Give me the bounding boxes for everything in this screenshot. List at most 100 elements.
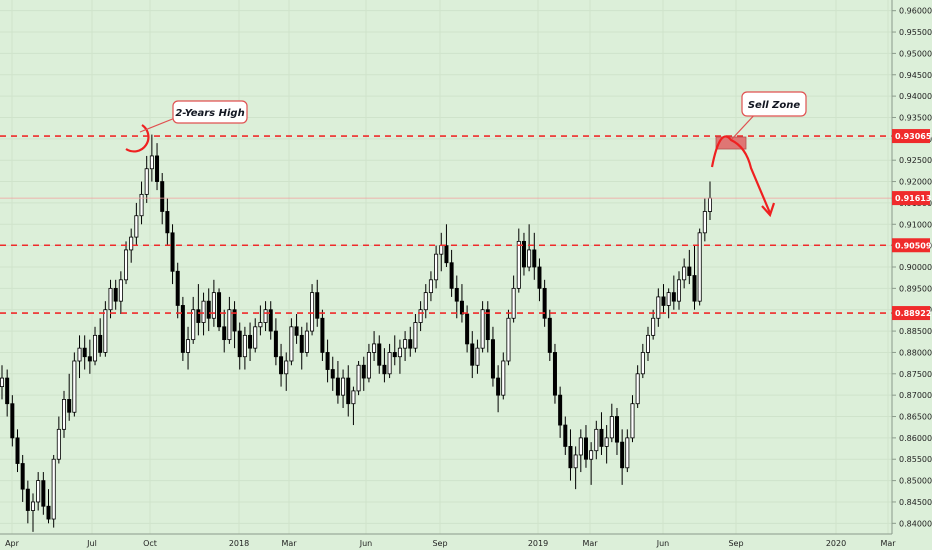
candle: [645, 326, 650, 361]
candle-body: [242, 334, 247, 358]
high-callout-text: 2-Years High: [175, 108, 244, 119]
price-tick-label: 0.92000: [899, 178, 932, 187]
candle-body: [15, 437, 20, 464]
candle-body: [490, 339, 495, 379]
candle: [15, 429, 20, 473]
time-tick-label: 2019: [528, 539, 548, 548]
candle: [82, 335, 87, 370]
candle-body: [180, 305, 185, 353]
candle: [113, 279, 118, 310]
level-price-tag: [892, 129, 930, 144]
candle-body: [5, 377, 10, 405]
time-axis[interactable]: Apr Jul Oct 2018 Mar Jun Sep 2019 Mar Jun Sep 2020 M…: [5, 539, 896, 548]
candle-body: [356, 364, 361, 392]
two-years-high-annotation: 2-Years High: [125, 100, 248, 153]
candle: [408, 326, 413, 357]
candle-body: [211, 292, 216, 319]
candle: [372, 331, 377, 361]
candle: [635, 365, 640, 408]
candle: [480, 301, 485, 353]
price-tick-label: 0.94000: [899, 92, 932, 101]
candle-body: [682, 266, 687, 281]
price-tick-label: 0.86000: [899, 434, 932, 443]
candle: [248, 322, 253, 361]
candle-body: [609, 416, 614, 439]
candle-body: [87, 356, 92, 362]
price-tick-label: 0.92500: [899, 156, 932, 165]
candle: [676, 271, 681, 310]
price-tick-label: 0.96000: [899, 7, 932, 16]
candle-body: [403, 339, 408, 349]
candle-body: [330, 369, 335, 379]
candle-body: [103, 309, 108, 353]
candle: [428, 271, 433, 302]
time-tick-label: Mar: [582, 539, 598, 548]
candle: [485, 301, 490, 353]
candle-body: [175, 270, 180, 306]
candle-body: [294, 326, 299, 336]
candle-body: [77, 347, 82, 362]
candle: [36, 472, 41, 511]
candle-body: [201, 300, 206, 323]
candle-body: [315, 292, 320, 319]
high-callout-box: [172, 100, 248, 124]
candle-body: [284, 360, 289, 375]
candle-body: [0, 377, 5, 388]
price-tick-label: 0.84500: [899, 498, 932, 507]
level-price-tag: [892, 306, 930, 321]
candle-body: [191, 309, 196, 341]
candle: [599, 412, 604, 455]
candle-body: [459, 300, 464, 315]
candle: [470, 331, 475, 379]
candle-body: [346, 377, 351, 405]
candle: [186, 326, 191, 370]
candle-body: [206, 300, 211, 319]
candle-body: [279, 356, 284, 375]
candle: [206, 288, 211, 332]
candle: [103, 301, 108, 357]
level-price-text: 0.88922: [895, 309, 931, 318]
time-tick-label: 2018: [229, 539, 249, 548]
candle: [604, 425, 609, 464]
candle: [687, 249, 692, 285]
price-tick-label: 0.93500: [899, 113, 932, 122]
candle-body: [666, 292, 671, 306]
candle-body: [10, 403, 15, 439]
price-tick-label: 0.85000: [899, 477, 932, 486]
candle: [129, 228, 134, 263]
candle: [325, 339, 330, 383]
candle-body: [351, 390, 356, 405]
candle: [258, 305, 263, 336]
candle-body: [465, 313, 470, 345]
candle: [217, 288, 222, 332]
candle-body: [134, 215, 139, 238]
candle: [41, 472, 46, 515]
price-tick-label: 0.87500: [899, 370, 932, 379]
candle: [67, 373, 72, 421]
price-tick-label: 0.86500: [899, 413, 932, 422]
candle: [232, 301, 237, 349]
candle-body: [149, 155, 154, 170]
candle: [242, 326, 247, 370]
candle-body: [62, 399, 67, 430]
price-tick-label: 0.89500: [899, 284, 932, 293]
candle-body: [501, 360, 506, 396]
candle: [289, 318, 294, 366]
candle: [310, 284, 315, 336]
candle-body: [268, 309, 273, 332]
candle: [697, 228, 702, 306]
candle: [351, 386, 356, 426]
candle-body: [697, 232, 702, 302]
candle-body: [640, 352, 645, 375]
candle-body: [589, 450, 594, 460]
time-tick-label: 2020: [826, 539, 846, 548]
candle: [583, 425, 588, 468]
level-price-tag: [892, 238, 930, 253]
candle: [227, 296, 232, 344]
candle: [139, 181, 144, 225]
price-tick-label: 0.88000: [899, 348, 932, 357]
current-price-tag: [892, 191, 930, 206]
candle: [315, 279, 320, 327]
candle: [5, 369, 10, 417]
